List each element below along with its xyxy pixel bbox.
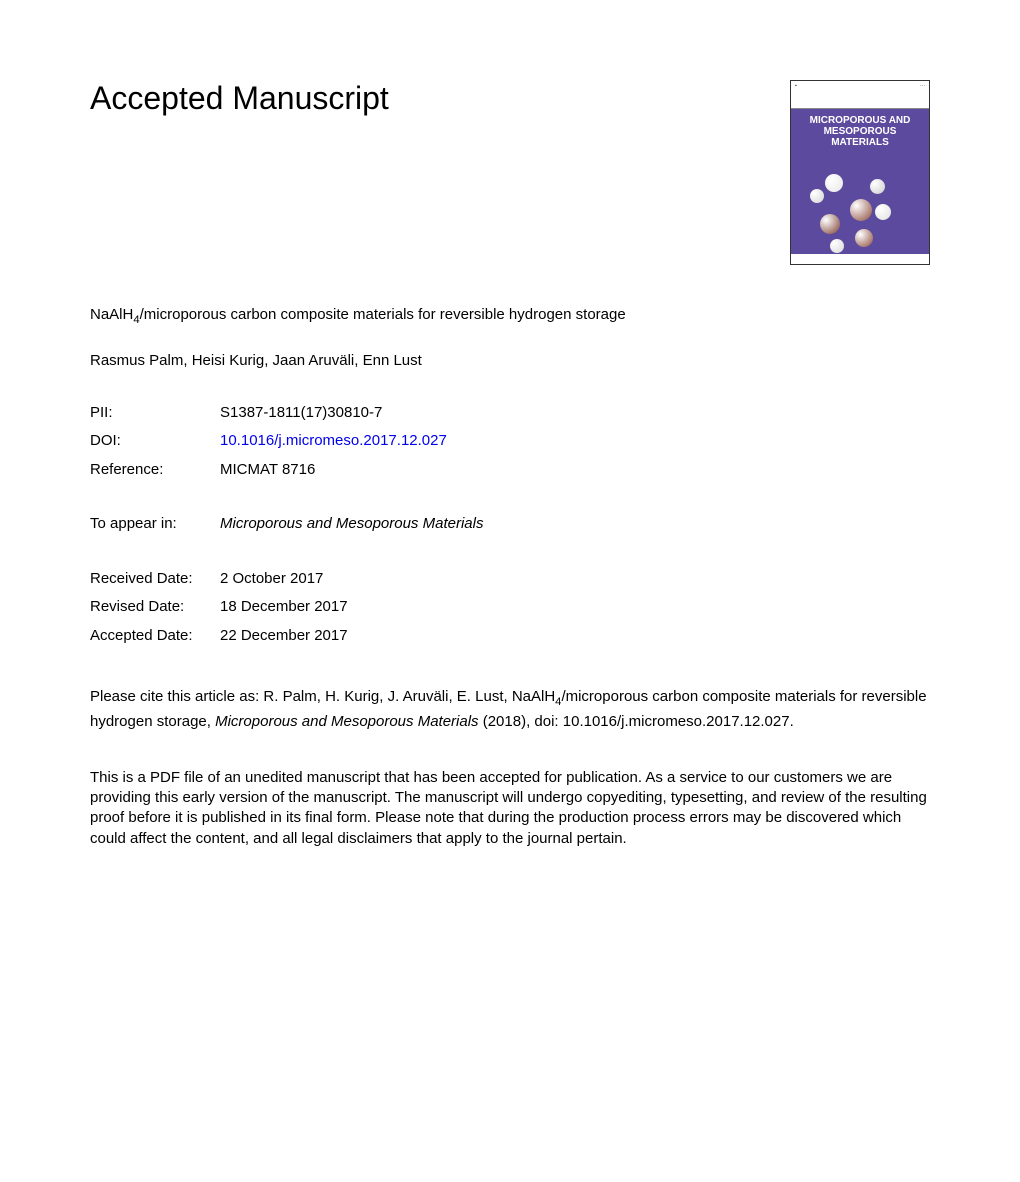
- reference-value: MICMAT 8716: [220, 456, 930, 485]
- cover-title-line2: MESOPOROUS MATERIALS: [795, 126, 925, 148]
- accepted-date-row: Accepted Date: 22 December 2017: [90, 622, 930, 651]
- metadata-table: PII: S1387-1811(17)30810-7 DOI: 10.1016/…: [90, 399, 930, 485]
- molecule-sphere: [850, 199, 872, 221]
- molecule-sphere: [875, 204, 891, 220]
- authors-list: Rasmus Palm, Heisi Kurig, Jaan Aruväli, …: [90, 352, 930, 369]
- cover-molecule-graphic: [795, 154, 925, 250]
- disclaimer-text: This is a PDF file of an unedited manusc…: [90, 768, 930, 849]
- revised-date-value: 18 December 2017: [220, 593, 930, 622]
- cover-top-text: ···: [920, 83, 925, 106]
- appear-in-block: To appear in: Microporous and Mesoporous…: [90, 510, 930, 539]
- cover-top-bar: ▪ ···: [791, 81, 929, 109]
- citation-block: Please cite this article as: R. Palm, H.…: [90, 686, 930, 732]
- received-date-value: 2 October 2017: [220, 565, 930, 594]
- title-suffix: /microporous carbon composite materials …: [140, 306, 626, 323]
- doi-label: DOI:: [90, 427, 220, 456]
- molecule-sphere: [825, 174, 843, 192]
- received-date-label: Received Date:: [90, 565, 220, 594]
- doi-row: DOI: 10.1016/j.micromeso.2017.12.027: [90, 427, 930, 456]
- pii-value: S1387-1811(17)30810-7: [220, 399, 930, 428]
- cover-bottom-bar: [791, 254, 929, 264]
- revised-date-label: Revised Date:: [90, 593, 220, 622]
- molecule-sphere: [870, 179, 885, 194]
- accepted-date-label: Accepted Date:: [90, 622, 220, 651]
- article-title: NaAlH4/microporous carbon composite mate…: [90, 305, 930, 328]
- citation-journal: Microporous and Mesoporous Materials: [215, 713, 478, 730]
- citation-prefix: Please cite this article as: R. Palm, H.…: [90, 688, 555, 705]
- reference-label: Reference:: [90, 456, 220, 485]
- citation-suffix: (2018), doi: 10.1016/j.micromeso.2017.12…: [479, 713, 794, 730]
- pii-label: PII:: [90, 399, 220, 428]
- header-row: Accepted Manuscript ▪ ··· MICROPOROUS AN…: [90, 80, 930, 265]
- reference-row: Reference: MICMAT 8716: [90, 456, 930, 485]
- molecule-sphere: [855, 229, 873, 247]
- appear-in-value: Microporous and Mesoporous Materials: [220, 510, 930, 539]
- received-date-row: Received Date: 2 October 2017: [90, 565, 930, 594]
- appear-in-row: To appear in: Microporous and Mesoporous…: [90, 510, 930, 539]
- elsevier-logo-placeholder: ▪: [795, 83, 797, 106]
- accepted-date-value: 22 December 2017: [220, 622, 930, 651]
- title-prefix: NaAlH: [90, 306, 133, 323]
- page-title: Accepted Manuscript: [90, 80, 389, 117]
- molecule-sphere: [820, 214, 840, 234]
- revised-date-row: Revised Date: 18 December 2017: [90, 593, 930, 622]
- journal-cover-thumbnail: ▪ ··· MICROPOROUS AND MESOPOROUS MATERIA…: [790, 80, 930, 265]
- dates-block: Received Date: 2 October 2017 Revised Da…: [90, 565, 930, 651]
- doi-link[interactable]: 10.1016/j.micromeso.2017.12.027: [220, 427, 930, 456]
- molecule-sphere: [830, 239, 844, 253]
- pii-row: PII: S1387-1811(17)30810-7: [90, 399, 930, 428]
- appear-in-label: To appear in:: [90, 510, 220, 539]
- cover-title-line1: MICROPOROUS AND: [795, 115, 925, 126]
- cover-journal-name: MICROPOROUS AND MESOPOROUS MATERIALS: [791, 109, 929, 150]
- molecule-sphere: [810, 189, 824, 203]
